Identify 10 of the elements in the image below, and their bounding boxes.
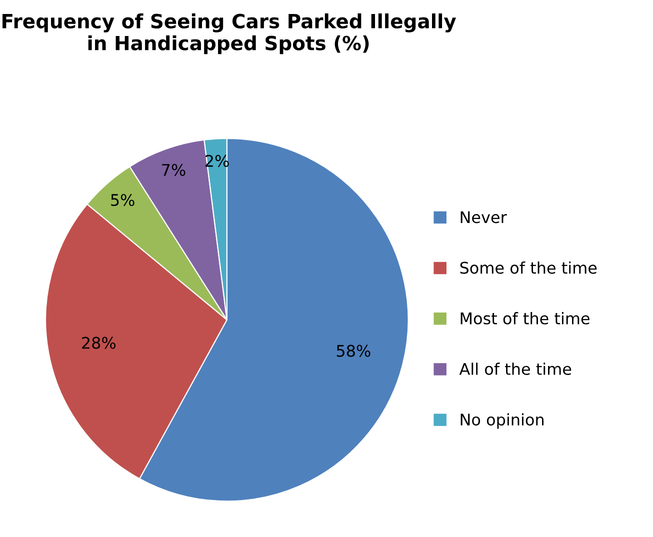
- legend-label: No opinion: [460, 413, 544, 429]
- legend-label: Most of the time: [460, 312, 590, 324]
- data-label: 5%: [111, 194, 134, 206]
- legend-label: All of the time: [459, 362, 572, 376]
- legend-label: Never: [460, 211, 507, 224]
- legend-label: Some of the time: [460, 261, 597, 274]
- data-label: 58%: [336, 344, 370, 357]
- data-label: 7%: [162, 164, 186, 176]
- chart-title: Frequency of Seeing Cars Parked Illegally in Handicapped Spots (%): [2, 13, 456, 54]
- data-label: 28%: [82, 336, 116, 349]
